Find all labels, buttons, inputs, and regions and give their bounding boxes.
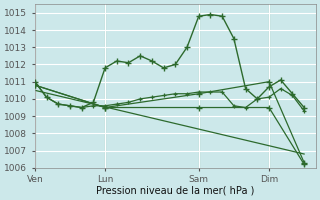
- X-axis label: Pression niveau de la mer( hPa ): Pression niveau de la mer( hPa ): [96, 186, 254, 196]
